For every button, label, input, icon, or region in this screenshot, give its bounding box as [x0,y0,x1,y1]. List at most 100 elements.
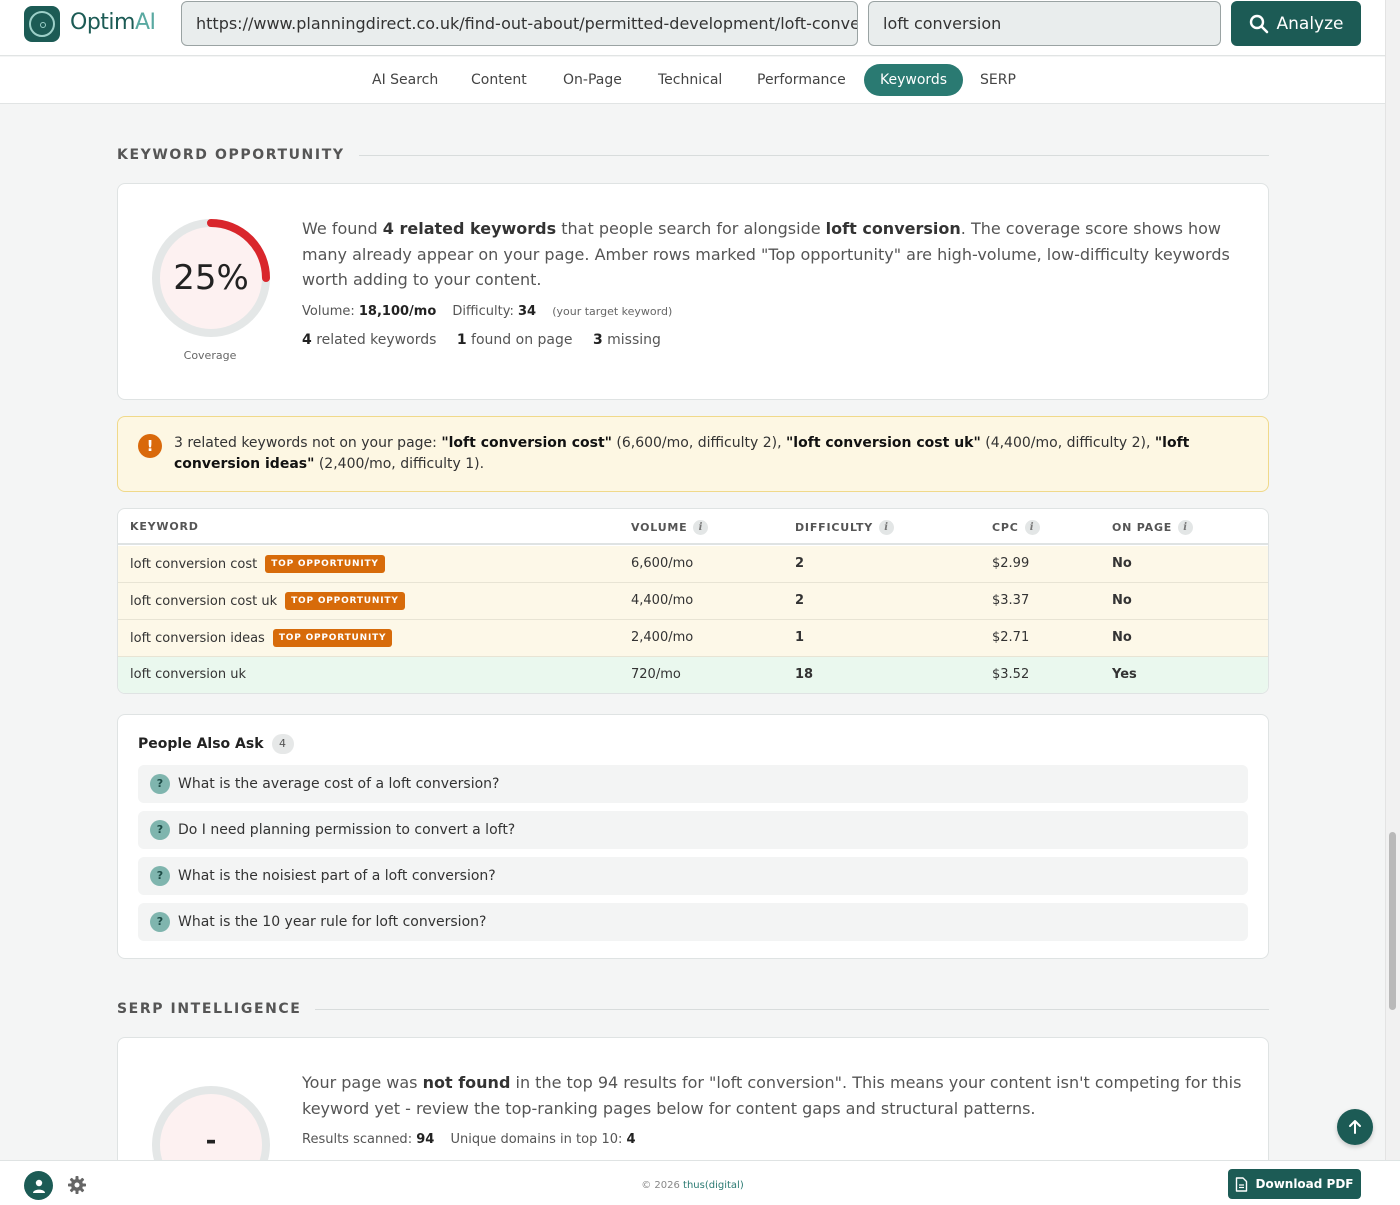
results-scanned-value: 94 [416,1132,435,1147]
info-icon[interactable]: i [693,520,709,535]
top-opportunity-badge: TOP OPPORTUNITY [265,555,385,573]
target-volume: 18,100/mo [358,304,437,319]
tab-technical[interactable]: Technical [658,72,723,88]
copyright-text: © 2026 thus(digital) [641,1180,744,1191]
coverage-description: We found 4 related keywords that people … [302,219,1230,289]
target-difficulty: 34 [517,304,537,319]
table-row[interactable]: loft conversion cost TOP OPPORTUNITY 6,60… [118,546,1268,583]
target-keyword-stats: Volume: 18,100/mo Difficulty: 34 (your t… [302,304,673,319]
volume-cell: 720/mo [631,667,681,682]
header-keyword[interactable]: KEYWORD [130,520,199,533]
tab-bar: AI Search Content On-Page Technical Perf… [0,57,1385,104]
back-to-top-button[interactable] [1337,1109,1373,1145]
section-divider [330,155,1269,156]
question-icon: ? [150,866,170,886]
question-icon: ? [150,912,170,932]
table-row[interactable]: loft conversion uk 720/mo 18 $3.52 Yes [118,657,1268,693]
tab-ai-search[interactable]: AI Search [372,72,439,88]
table-row[interactable]: loft conversion ideas TOP OPPORTUNITY 2,4… [118,620,1268,657]
coverage-gauge [152,219,270,337]
related-count: 4 [302,332,312,348]
difficulty-cell: 1 [795,630,805,645]
on-page-cell: No [1112,556,1132,571]
scrollbar-thumb[interactable] [1389,832,1396,1010]
on-page-cell: Yes [1112,667,1137,682]
tab-performance[interactable]: Performance [757,72,846,88]
info-icon[interactable]: i [1024,520,1040,535]
header-on-page[interactable]: ON PAGE i [1112,520,1194,535]
difficulty-cell: 2 [795,593,805,608]
volume-cell: 6,600/mo [631,556,694,571]
header-volume[interactable]: VOLUME i [631,520,709,535]
unique-domains-value: 4 [626,1132,636,1147]
coverage-card: 25% [117,183,1269,400]
paa-question[interactable]: ? What is the noisiest part of a loft con… [138,857,1248,895]
top-bar: OptimAI https://www.planningdirect.co.uk… [0,0,1385,56]
warning-icon: ! [138,434,162,458]
keyword-cell: loft conversion uk [130,667,246,682]
user-icon [32,1179,45,1193]
arrow-up-icon [1349,1120,1361,1134]
info-icon[interactable]: i [1178,520,1194,535]
paa-question[interactable]: ? What is the average cost of a loft conv… [138,765,1248,803]
on-page-cell: No [1112,630,1132,645]
footer-brand-link[interactable]: thus(digital) [683,1180,744,1191]
table-header: KEYWORD VOLUME i DIFFICULTY i CPC i ON PAGE… [118,509,1268,545]
difficulty-cell: 2 [795,556,805,571]
user-avatar[interactable] [24,1171,53,1200]
paa-question[interactable]: ? Do I need planning permission to conver… [138,811,1248,849]
coverage-value: 25% [173,258,249,298]
analyze-button[interactable]: Analyze [1231,1,1361,46]
file-icon [1236,1176,1248,1192]
cpc-cell: $2.99 [992,556,1030,571]
serp-stats: Results scanned: 94 Unique domains in to… [302,1132,636,1147]
people-also-ask-card: People Also Ask 4 ? What is the average co… [117,714,1269,959]
footer: © 2026 thus(digital) Download PDF [0,1160,1400,1205]
table-row[interactable]: loft conversion cost uk TOP OPPORTUNITY 4… [118,583,1268,620]
header-cpc[interactable]: CPC i [992,520,1040,535]
keywords-table: KEYWORD VOLUME i DIFFICULTY i CPC i ON PAGE… [117,508,1269,694]
search-icon [1249,14,1268,33]
keyword-input[interactable]: loft conversion [868,1,1221,46]
url-input[interactable]: https://www.planningdirect.co.uk/find-ou… [181,1,858,46]
cpc-cell: $3.52 [992,667,1030,682]
coverage-label: Coverage [183,349,237,362]
top-opportunity-badge: TOP OPPORTUNITY [272,629,393,647]
keyword-cell: loft conversion ideas TOP OPPORTUNITY [130,629,393,647]
difficulty-cell: 18 [795,667,814,682]
found-count: 1 [456,332,467,348]
scrollbar[interactable] [1385,0,1400,1160]
logo-icon [24,6,60,42]
tab-serp[interactable]: SERP [980,72,1016,88]
header-difficulty[interactable]: DIFFICULTY i [795,520,895,535]
serp-gauge-value: - [205,1126,217,1156]
coverage-arc [207,219,270,282]
paa-title: People Also Ask 4 [138,734,294,754]
section-divider [290,1009,1269,1010]
keyword-cell: loft conversion cost TOP OPPORTUNITY [130,555,385,573]
volume-cell: 4,400/mo [631,593,694,608]
tab-keywords[interactable]: Keywords [864,64,964,96]
gear-icon[interactable] [67,1175,87,1195]
serp-description: Your page was not found in the top 94 re… [302,1073,1242,1118]
section-title-serp-intelligence: SERP INTELLIGENCE [117,1001,316,1017]
keyword-counts: 4 related keywords 1 found on page 3 mis… [302,332,661,348]
tab-on-page[interactable]: On-Page [563,72,622,88]
download-pdf-button[interactable]: Download PDF [1228,1169,1361,1199]
question-icon: ? [150,774,170,794]
top-opportunity-badge: TOP OPPORTUNITY [285,592,405,610]
cpc-cell: $3.37 [992,593,1030,608]
cpc-cell: $2.71 [992,630,1030,645]
missing-keywords-alert: ! 3 related keywords not on your page: "… [117,416,1269,492]
info-icon[interactable]: i [879,520,895,535]
alert-text: 3 related keywords not on your page: "lo… [174,435,1190,472]
on-page-cell: No [1112,593,1132,608]
paa-question[interactable]: ? What is the 10 year rule for loft conve… [138,903,1248,941]
question-icon: ? [150,820,170,840]
tab-content[interactable]: Content [471,72,527,88]
paa-count-badge: 4 [271,734,294,754]
missing-count: 3 [592,332,603,348]
analyze-label: Analyze [1276,13,1344,34]
keyword-cell: loft conversion cost uk TOP OPPORTUNITY [130,592,405,610]
section-title-keyword-opportunity: KEYWORD OPPORTUNITY [117,147,359,163]
